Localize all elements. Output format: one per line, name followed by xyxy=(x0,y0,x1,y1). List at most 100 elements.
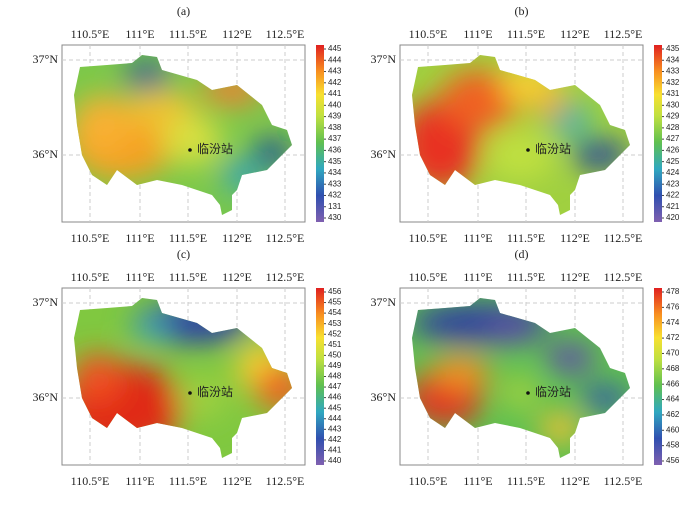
x-tick-label: 111°E xyxy=(125,474,154,488)
colorbar xyxy=(654,45,662,222)
map-frame xyxy=(399,44,644,223)
field-blob xyxy=(125,62,169,88)
field-blob xyxy=(162,115,222,165)
x-tick-label: 110.5°E xyxy=(71,231,110,245)
x-tick-label: 112.5°E xyxy=(266,270,305,284)
colorbar xyxy=(654,288,662,465)
field-blob xyxy=(540,413,580,443)
colorbar-label: 434 xyxy=(666,55,680,64)
map-panel: (c) 110.5°E 110.5°E 111°E 111°E 111.5°E 111.5°… xyxy=(33,247,342,488)
colorbar-label: 445 xyxy=(328,44,342,53)
colorbar-label: 447 xyxy=(328,382,342,391)
station-dot xyxy=(188,391,192,395)
x-tick-label: 110.5°E xyxy=(409,270,448,284)
x-tick-label: 112°E xyxy=(222,27,252,41)
colorbar-label: 446 xyxy=(328,393,342,402)
panel-label: (a) xyxy=(177,4,190,18)
x-tick-label: 110.5°E xyxy=(71,27,110,41)
x-tick-label: 110.5°E xyxy=(71,474,110,488)
x-tick-label: 112.5°E xyxy=(266,231,305,245)
colorbar-label: 453 xyxy=(328,319,342,328)
map-panel: (b) 110.5°E 110.5°E 111°E 111°E 111.5°E 111.5°… xyxy=(371,4,680,245)
station-dot xyxy=(526,148,530,152)
colorbar-label: 429 xyxy=(666,112,680,121)
field xyxy=(74,55,292,215)
x-tick-label: 112°E xyxy=(560,27,590,41)
colorbar-label: 441 xyxy=(328,446,342,455)
colorbar-label: 443 xyxy=(328,67,342,76)
x-tick-label: 111.5°E xyxy=(169,27,207,41)
x-tick-label: 111°E xyxy=(463,27,492,41)
colorbar-label: 433 xyxy=(328,179,342,188)
colorbar-label: 434 xyxy=(328,168,342,177)
x-tick-label: 111.5°E xyxy=(507,231,545,245)
x-tick-label: 112.5°E xyxy=(266,474,305,488)
station-dot xyxy=(188,148,192,152)
colorbar-label: 427 xyxy=(666,134,680,143)
colorbar-label: 432 xyxy=(666,78,680,87)
colorbar-label: 464 xyxy=(666,395,680,404)
field-blob xyxy=(580,386,630,410)
x-tick-label: 111.5°E xyxy=(507,270,545,284)
field-blob xyxy=(212,202,232,215)
station-label: 临汾站 xyxy=(197,142,233,156)
colorbar-label: 478 xyxy=(666,287,680,296)
colorbar-label: 422 xyxy=(666,191,680,200)
x-tick-label: 110.5°E xyxy=(409,27,448,41)
colorbar-label: 442 xyxy=(328,78,342,87)
x-tick-label: 112.5°E xyxy=(604,270,643,284)
y-tick-label: 37°N xyxy=(33,295,59,309)
x-tick-label: 111°E xyxy=(125,231,154,245)
x-tick-label: 110.5°E xyxy=(409,231,448,245)
colorbar-label: 439 xyxy=(328,112,342,121)
x-tick-label: 112°E xyxy=(222,474,252,488)
field xyxy=(412,298,630,458)
colorbar-label: 425 xyxy=(666,157,680,166)
field-blob xyxy=(545,343,595,373)
x-tick-label: 111°E xyxy=(463,474,492,488)
colorbar-label: 421 xyxy=(666,202,680,211)
x-tick-label: 112°E xyxy=(560,474,590,488)
colorbar-label: 445 xyxy=(328,403,342,412)
colorbar-label: 472 xyxy=(666,333,680,342)
station-label: 临汾站 xyxy=(535,385,571,399)
panel-label: (d) xyxy=(515,247,529,261)
field-blob xyxy=(485,130,555,180)
field-blob xyxy=(430,355,490,391)
colorbar-label: 430 xyxy=(328,213,342,222)
colorbar-label: 430 xyxy=(666,100,680,109)
field-blob xyxy=(572,141,628,169)
colorbar-label: 433 xyxy=(666,67,680,76)
colorbar-label: 476 xyxy=(666,302,680,311)
field-blob xyxy=(485,321,535,345)
field-blob xyxy=(255,366,292,410)
colorbar-label: 428 xyxy=(666,123,680,132)
map-frame xyxy=(399,287,644,466)
colorbar-label: 454 xyxy=(328,308,342,317)
colorbar-label: 420 xyxy=(666,213,680,222)
x-tick-label: 111.5°E xyxy=(169,270,207,284)
station-label: 临汾站 xyxy=(197,385,233,399)
colorbar-label: 423 xyxy=(666,179,680,188)
field xyxy=(74,298,292,458)
colorbar-label: 451 xyxy=(328,340,342,349)
colorbar-label: 440 xyxy=(328,456,342,465)
y-tick-label: 37°N xyxy=(371,295,397,309)
station-label: 临汾站 xyxy=(535,142,571,156)
station-dot xyxy=(526,391,530,395)
colorbar-label: 449 xyxy=(328,361,342,370)
colorbar-label: 458 xyxy=(666,441,680,450)
colorbar-label: 437 xyxy=(328,134,342,143)
x-tick-label: 112.5°E xyxy=(604,474,643,488)
field-blob xyxy=(500,375,540,411)
colorbar-label: 470 xyxy=(666,349,680,358)
y-tick-label: 37°N xyxy=(371,52,397,66)
colorbar-label: 436 xyxy=(328,146,342,155)
colorbar-label: 448 xyxy=(328,372,342,381)
colorbar-label: 452 xyxy=(328,329,342,338)
x-tick-label: 111.5°E xyxy=(169,474,207,488)
x-tick-label: 111.5°E xyxy=(169,231,207,245)
colorbar-label: 444 xyxy=(328,55,342,64)
colorbar-label: 438 xyxy=(328,123,342,132)
